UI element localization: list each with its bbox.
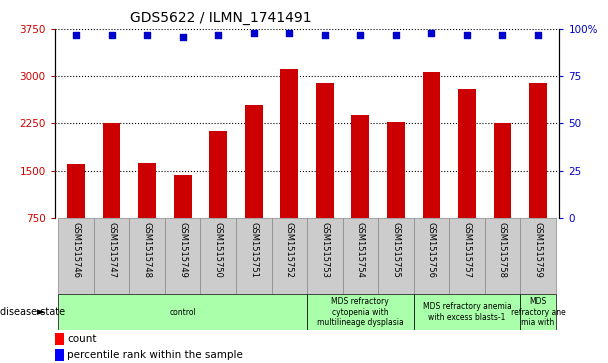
Text: MDS refractory
cytopenia with
multilineage dysplasia: MDS refractory cytopenia with multilinea… [317,297,404,327]
Bar [209,131,227,218]
Point [71,32,81,38]
Bar [485,218,520,294]
Text: GSM1515758: GSM1515758 [498,221,507,278]
Bar [458,89,476,218]
Bar [55,333,64,345]
Point [497,32,507,38]
Point [391,32,401,38]
Text: MDS refractory anemia
with excess blasts-1: MDS refractory anemia with excess blasts… [423,302,511,322]
Bar [174,175,192,218]
Text: GSM1515750: GSM1515750 [213,221,223,277]
Bar [423,72,440,218]
Bar [378,218,413,294]
Bar [67,164,85,218]
Text: GSM1515759: GSM1515759 [534,221,542,277]
Bar [272,218,307,294]
Text: GSM1515751: GSM1515751 [249,221,258,277]
Text: disease state: disease state [0,307,65,317]
Bar [413,294,520,330]
Text: ►: ► [37,307,46,317]
Point [285,30,294,36]
Point [213,32,223,38]
Bar [236,218,272,294]
Text: GSM1515754: GSM1515754 [356,221,365,277]
Text: control: control [169,308,196,317]
Bar [342,218,378,294]
Text: MDS
refractory ane
mia with: MDS refractory ane mia with [511,297,565,327]
Text: percentile rank within the sample: percentile rank within the sample [67,350,243,360]
Bar [94,218,130,294]
Text: GSM1515755: GSM1515755 [392,221,401,277]
Bar [307,294,413,330]
Text: GSM1515756: GSM1515756 [427,221,436,278]
Text: GSM1515746: GSM1515746 [72,221,80,278]
Bar [138,163,156,218]
Bar [55,349,64,361]
Text: count: count [67,334,97,344]
Bar [201,218,236,294]
Bar [520,294,556,330]
Text: GSM1515752: GSM1515752 [285,221,294,277]
Point [142,32,152,38]
Bar [413,218,449,294]
Bar [494,123,511,218]
Bar [245,105,263,218]
Bar [103,123,120,218]
Point [178,34,187,40]
Point [533,32,543,38]
Text: GSM1515749: GSM1515749 [178,221,187,277]
Text: GSM1515747: GSM1515747 [107,221,116,278]
Text: GSM1515748: GSM1515748 [143,221,151,278]
Bar [520,218,556,294]
Bar [316,82,334,218]
Bar [449,218,485,294]
Bar [307,218,342,294]
Text: GSM1515753: GSM1515753 [320,221,330,278]
Point [107,32,117,38]
Bar [351,115,369,218]
Point [427,30,437,36]
Bar [529,82,547,218]
Text: GDS5622 / ILMN_1741491: GDS5622 / ILMN_1741491 [130,11,312,25]
Point [356,32,365,38]
Bar [165,218,201,294]
Point [249,30,258,36]
Point [462,32,472,38]
Bar [130,218,165,294]
Text: GSM1515757: GSM1515757 [463,221,471,278]
Bar [280,69,298,218]
Bar [387,122,405,218]
Bar [58,294,307,330]
Point [320,32,330,38]
Bar [58,218,94,294]
